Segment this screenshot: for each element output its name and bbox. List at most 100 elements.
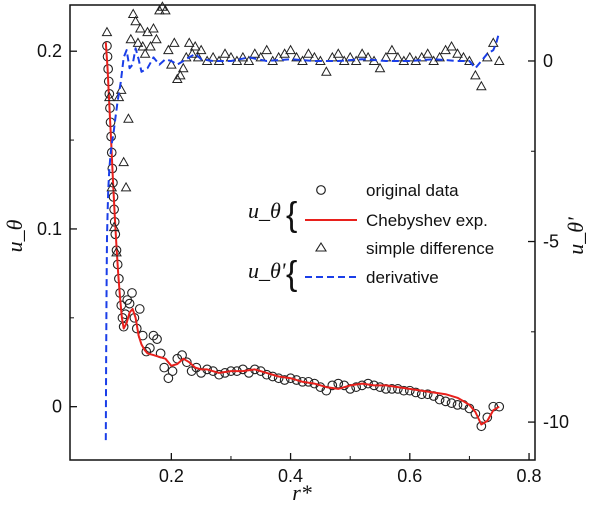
simple-difference-point	[103, 91, 115, 102]
original-data-point	[357, 380, 367, 391]
original-data-point	[398, 385, 409, 396]
simple-difference-point	[309, 51, 320, 62]
original-data-point	[148, 330, 159, 341]
simple-difference-point	[386, 44, 398, 55]
original-data-point	[470, 408, 481, 419]
simple-difference-point	[186, 48, 198, 58]
simple-difference-point	[249, 48, 261, 58]
original-data-point	[291, 375, 302, 385]
original-data-point	[422, 389, 433, 400]
simple-difference-point	[475, 80, 487, 91]
left-y-tick-label: 0	[52, 397, 62, 417]
simple-difference-point	[111, 246, 122, 257]
simple-difference-point	[145, 41, 156, 51]
simple-difference-point	[106, 181, 118, 192]
simple-difference-point	[255, 51, 267, 62]
original-data-point	[410, 387, 421, 398]
original-data-point	[134, 304, 145, 314]
simple-difference-point	[243, 55, 255, 65]
left-y-tick-label: 0.2	[37, 41, 62, 61]
simple-difference-point	[192, 51, 204, 62]
simple-difference-point	[493, 55, 505, 65]
legend-brace-u: {	[286, 196, 297, 234]
x-axis-label: r*	[292, 480, 312, 505]
simple-difference-point	[139, 48, 151, 58]
simple-difference-point	[120, 181, 132, 192]
simple-difference-point	[174, 69, 186, 80]
simple-difference-point	[165, 59, 177, 69]
simple-difference-point	[374, 62, 386, 73]
simple-difference-point	[163, 44, 174, 55]
simple-difference-point	[168, 37, 180, 47]
simple-difference-point	[261, 44, 273, 55]
legend-label-original-data: original data	[366, 181, 459, 200]
simple-difference-point	[148, 22, 159, 33]
left-y-axis-label: u_θ	[2, 219, 27, 252]
x-tick-label: 0.2	[159, 466, 184, 486]
legend-label-chebyshev: Chebyshev exp.	[366, 211, 488, 230]
simple-difference-point	[160, 4, 171, 15]
legend-label-simple-difference: simple difference	[366, 239, 494, 258]
plot-frame	[69, 4, 536, 461]
left-y-tick-label: 0.1	[37, 219, 62, 239]
original-data-point	[152, 334, 162, 344]
right-y-tick-label: -5	[543, 232, 559, 252]
original-data-point	[163, 373, 174, 384]
simple-difference-point	[464, 55, 475, 65]
original-data-point	[404, 385, 415, 396]
simple-difference-point	[470, 69, 481, 80]
original-data-point	[387, 384, 397, 394]
original-data-point	[393, 384, 403, 394]
original-data-point	[141, 346, 152, 357]
original-data-point	[273, 373, 284, 384]
simple-difference-point	[123, 113, 134, 123]
original-data-point	[333, 378, 344, 389]
simple-difference-point	[452, 48, 463, 58]
simple-difference-point	[434, 51, 445, 62]
simple-difference-point	[108, 221, 120, 232]
right-y-axis-label: u_θ'	[563, 217, 588, 255]
simple-difference-point	[303, 48, 314, 58]
simple-difference-point	[177, 62, 189, 73]
original-data-point	[167, 366, 178, 376]
x-tick-label: 0.8	[517, 466, 542, 486]
left-y-axis-ticks: 0 0.1 0.2	[37, 41, 77, 417]
simple-difference-point	[422, 48, 434, 58]
original-data-point	[181, 357, 192, 368]
simple-difference-point	[118, 156, 130, 167]
simple-difference-point	[219, 48, 231, 58]
simple-difference-point	[195, 44, 207, 55]
simple-difference-point	[332, 48, 344, 58]
original-data-point	[351, 382, 362, 392]
simple-difference-point	[189, 41, 201, 51]
simple-difference-point	[151, 33, 162, 44]
simple-difference-point	[207, 51, 219, 62]
data-marks	[101, 1, 505, 441]
original-data-point	[279, 375, 290, 385]
simple-difference-point	[132, 37, 144, 47]
simple-difference-point	[113, 91, 125, 102]
legend: u_θ { original data Chebyshev exp. u_θ' …	[248, 181, 494, 293]
original-data-point	[191, 362, 202, 373]
original-data-point	[327, 380, 338, 391]
right-y-axis-ticks: 0 -5 -10	[528, 51, 569, 432]
x-tick-label: 0.6	[397, 466, 422, 486]
legend-group-label-du: u_θ'	[248, 258, 286, 283]
original-data-point	[145, 343, 155, 353]
original-data-point	[476, 421, 487, 432]
legend-label-derivative: derivative	[366, 268, 439, 287]
simple-difference-point	[487, 37, 499, 47]
original-data-point	[214, 369, 224, 380]
simple-difference-point	[356, 48, 368, 58]
simple-difference-point	[291, 51, 302, 62]
right-y-tick-label: -10	[543, 412, 569, 432]
simple-difference-point	[446, 41, 457, 51]
original-data-point	[452, 400, 463, 410]
original-data-point	[446, 398, 457, 408]
simple-difference-point	[320, 66, 332, 76]
right-y-tick-label: 0	[543, 51, 553, 71]
simple-difference-point	[183, 37, 195, 47]
simple-difference-point	[101, 26, 113, 37]
original-data-point	[434, 394, 445, 405]
